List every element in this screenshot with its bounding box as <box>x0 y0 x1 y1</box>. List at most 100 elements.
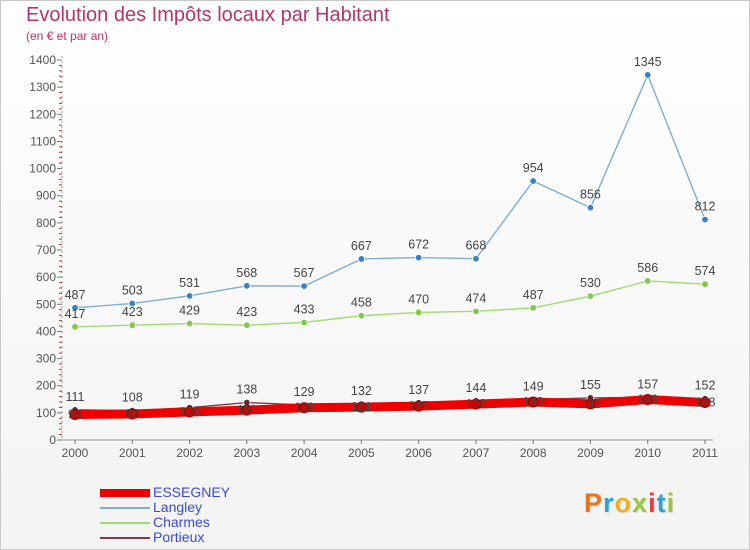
data-point-essegney <box>298 402 310 414</box>
y-tick-label: 400 <box>36 324 56 338</box>
data-label-langley: 812 <box>695 200 716 214</box>
data-label-essegney: 125 <box>408 399 429 413</box>
legend-swatch <box>100 522 150 524</box>
data-point-charmes <box>71 323 79 331</box>
legend-swatch <box>100 537 150 539</box>
x-tick-label: 2004 <box>291 446 318 460</box>
y-tick-label: 200 <box>36 379 56 393</box>
data-label-charmes: 433 <box>294 302 315 316</box>
data-point-essegney <box>126 408 138 420</box>
data-label-portieux: 149 <box>523 380 544 394</box>
data-point-charmes <box>701 280 709 288</box>
y-tick-label: 1400 <box>29 53 56 67</box>
data-point-charmes <box>472 307 480 316</box>
y-tick-label: 300 <box>36 352 56 366</box>
legend-item-charmes: Charmes <box>100 515 300 530</box>
logo-letter: x <box>632 488 649 518</box>
data-point-charmes <box>128 321 136 329</box>
data-point-langley <box>300 282 308 290</box>
data-label-portieux: 138 <box>236 383 257 397</box>
y-tick-label: 1000 <box>29 162 56 176</box>
y-tick-label: 1300 <box>29 80 56 94</box>
data-point-charmes <box>243 321 251 329</box>
data-label-portieux: 137 <box>408 383 429 397</box>
y-tick-label: 500 <box>36 297 56 311</box>
data-label-charmes: 487 <box>523 288 544 302</box>
data-label-portieux: 119 <box>180 388 200 402</box>
data-label-portieux: 108 <box>122 391 143 405</box>
logo-letter: r <box>603 488 615 518</box>
data-label-charmes: 574 <box>695 264 716 278</box>
data-label-essegney: 94 <box>68 407 82 421</box>
data-point-langley <box>128 299 136 308</box>
data-label-essegney: 121 <box>351 400 372 414</box>
y-tick-label: 800 <box>36 216 56 230</box>
y-tick-label: 0 <box>49 433 56 447</box>
data-label-essegney: 119 <box>294 401 314 415</box>
data-label-portieux: 152 <box>695 379 716 393</box>
series-lines <box>70 74 710 419</box>
data-label-charmes: 530 <box>580 276 601 290</box>
x-tick-label: 2011 <box>692 446 718 460</box>
data-label-portieux: 111 <box>65 390 84 404</box>
data-label-charmes: 458 <box>351 296 372 310</box>
chart-subtitle: (en € et par an) <box>26 29 109 43</box>
x-tick-label: 2007 <box>463 446 490 460</box>
legend-swatch <box>100 507 150 509</box>
legend-item-langley: Langley <box>100 500 300 515</box>
logo-letter: i <box>666 488 676 518</box>
data-label-langley: 668 <box>465 239 486 253</box>
data-label-portieux: 144 <box>465 381 486 395</box>
y-tick-label: 600 <box>36 270 56 284</box>
data-label-essegney: 110 <box>237 403 257 417</box>
logo-letter: P <box>584 488 604 518</box>
series-points <box>69 71 711 420</box>
data-label-langley: 531 <box>179 276 200 290</box>
data-point-essegney <box>241 404 253 416</box>
data-point-essegney <box>413 400 425 412</box>
data-point-langley <box>357 255 366 263</box>
data-label-essegney: 96 <box>125 407 139 421</box>
data-label-essegney: 132 <box>465 397 486 411</box>
data-label-charmes: 474 <box>465 291 486 305</box>
data-label-charmes: 586 <box>637 261 658 275</box>
data-point-langley <box>414 253 423 262</box>
data-label-essegney: 133 <box>580 397 601 411</box>
data-labels: 94 96 103 110 119 121 125 132 140 133 149 138 487 503… <box>65 55 716 422</box>
data-label-langley: 672 <box>408 238 429 252</box>
x-tick-label: 2010 <box>634 446 661 460</box>
data-point-essegney <box>584 398 596 410</box>
series-line-charmes <box>74 280 706 328</box>
data-point-essegney <box>69 408 81 420</box>
x-tick-label: 2003 <box>233 446 260 460</box>
data-point-langley <box>71 304 79 312</box>
data-point-essegney <box>699 397 711 409</box>
chart-title: Evolution des Impôts locaux par Habitant <box>26 4 390 26</box>
logo-letter: t <box>656 488 667 518</box>
data-label-charmes: 429 <box>179 304 200 318</box>
legend-label: Langley <box>153 499 203 515</box>
legend-swatch <box>100 489 150 497</box>
x-tick-label: 2008 <box>520 446 547 460</box>
data-point-langley <box>243 282 251 290</box>
y-tick-label: 1200 <box>29 107 56 121</box>
data-label-portieux: 155 <box>580 378 601 392</box>
data-label-essegney: 140 <box>523 395 544 409</box>
data-point-charmes <box>644 277 652 285</box>
data-point-charmes <box>300 318 308 327</box>
data-label-langley: 1345 <box>634 55 662 69</box>
chart-legend: ESSEGNEY Langley Charmes Portieux <box>100 485 300 545</box>
data-point-charmes <box>586 292 595 300</box>
data-point-charmes <box>185 319 194 328</box>
x-tick-label: 2005 <box>348 446 375 460</box>
logo-letter: i <box>648 488 657 518</box>
data-label-charmes: 470 <box>408 292 429 306</box>
data-point-langley <box>529 177 537 185</box>
x-tick-label: 2000 <box>62 446 89 460</box>
series-line-essegney <box>70 395 710 419</box>
legend-label: ESSEGNEY <box>153 484 231 500</box>
data-point-essegney <box>642 394 654 406</box>
x-tick-label: 2001 <box>119 446 146 460</box>
data-point-essegney <box>527 396 539 408</box>
